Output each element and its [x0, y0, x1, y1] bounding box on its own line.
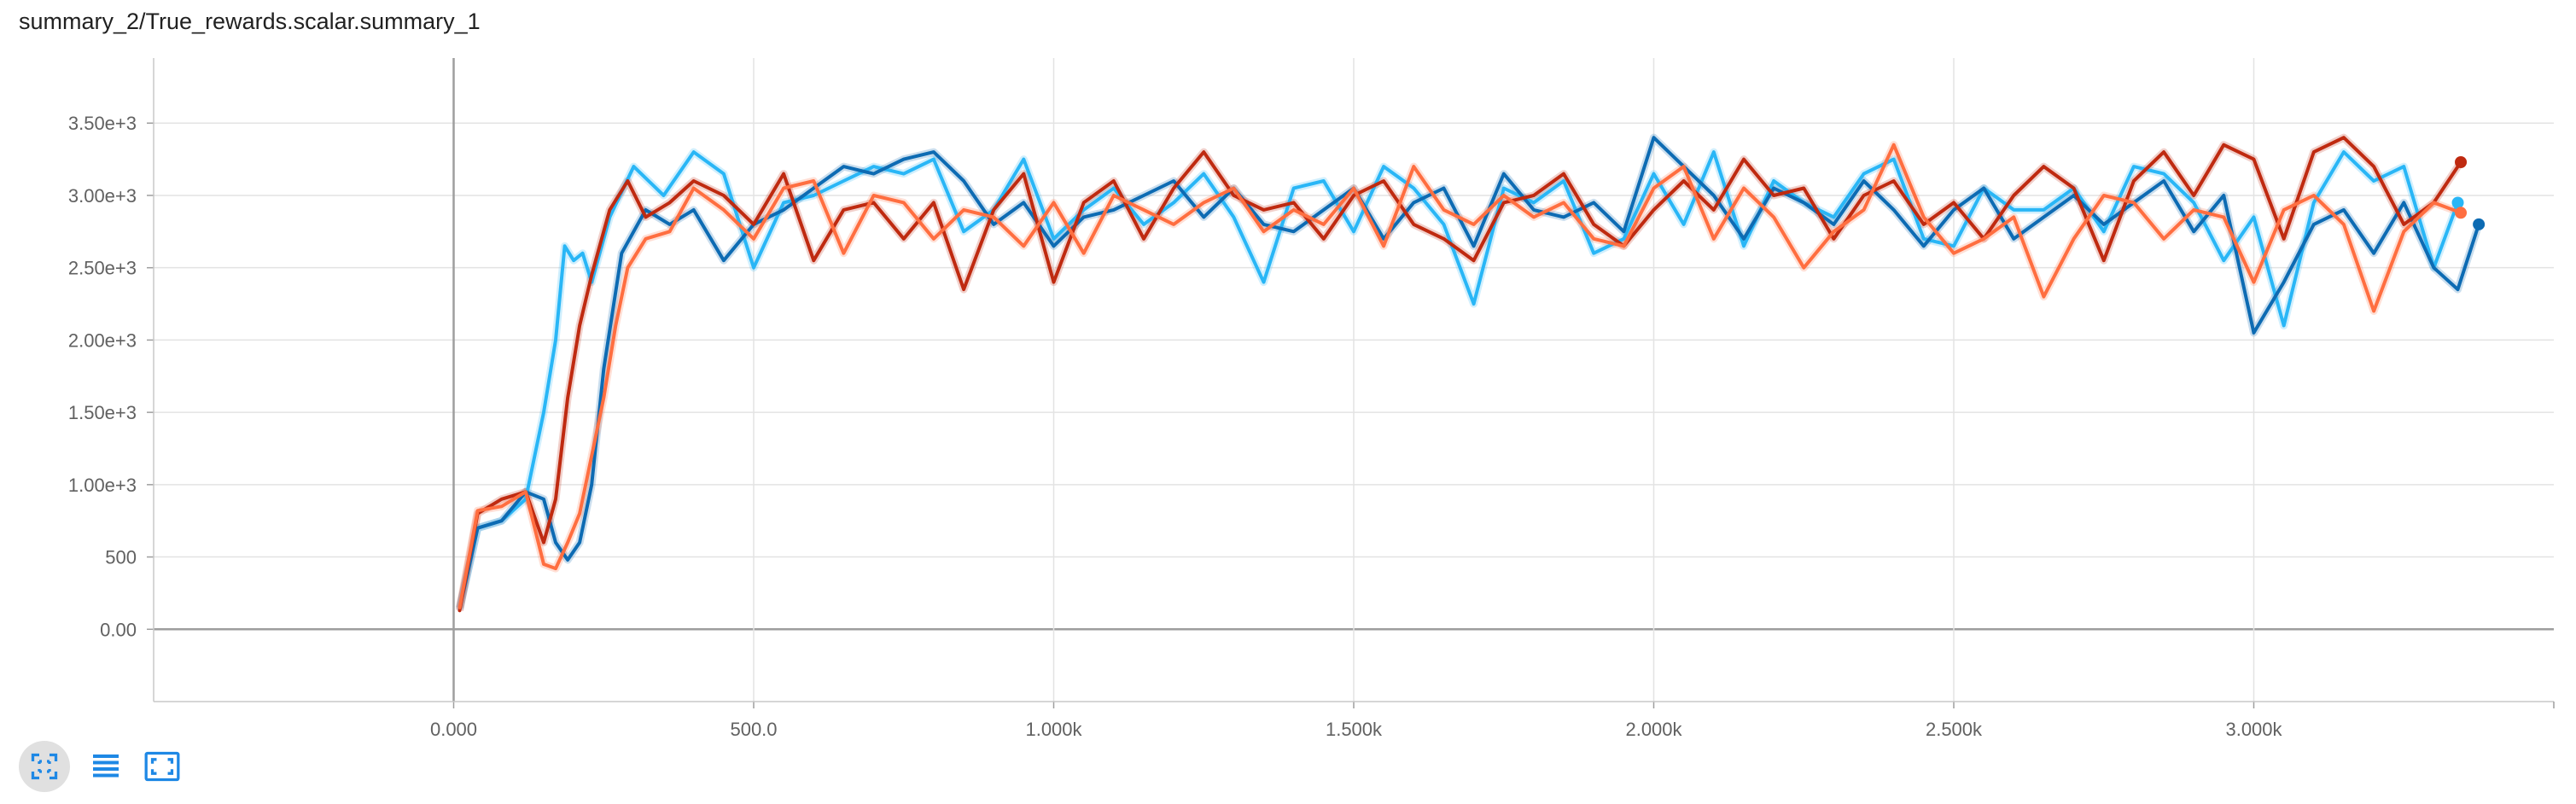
x-tick-label: 1.500k: [1326, 719, 1383, 740]
x-tick-label: 1.000k: [1025, 719, 1082, 740]
fit-domain-icon: [31, 753, 58, 780]
axis-layer: [147, 58, 2555, 708]
fit-domain-button[interactable]: [19, 741, 70, 792]
series-3-line: [458, 136, 2462, 613]
y-tick-label: 2.00e+3: [68, 329, 137, 351]
series-1-line: [458, 150, 2460, 609]
list-icon: [93, 754, 119, 778]
chart-toolbar: [19, 741, 183, 792]
series-2-endpoint: [2473, 218, 2486, 230]
x-tick-label: 500.0: [730, 719, 777, 740]
y-tick-label: 3.50e+3: [68, 113, 137, 134]
y-tick-label: 1.50e+3: [68, 402, 137, 423]
expand-icon: [144, 751, 180, 782]
x-tick-label: 3.000k: [2225, 719, 2282, 740]
x-tick-label: 2.000k: [1625, 719, 1682, 740]
expand-chart-button[interactable]: [142, 741, 183, 792]
y-tick-label: 3.00e+3: [68, 185, 137, 207]
smoothed-series-layer: [458, 136, 2481, 613]
y-tick-label: 2.50e+3: [68, 258, 137, 279]
toggle-list-button[interactable]: [85, 741, 126, 792]
tick-label-layer: 0.00 500 1.00e+3 1.50e+3 2.00e+3 2.50e+3 3.00e…: [68, 113, 2283, 740]
y-tick-label: 0.00: [100, 619, 137, 640]
endpoint-marker-layer: [2451, 155, 2486, 230]
series-4-line: [458, 143, 2462, 609]
series-4-endpoint: [2455, 207, 2468, 219]
grid-layer: [154, 58, 2554, 702]
series-3-endpoint: [2455, 155, 2468, 168]
y-tick-label: 500: [105, 547, 137, 568]
series-1-endpoint: [2451, 196, 2464, 209]
series-3-raw-band: [456, 133, 2464, 612]
y-tick-label: 1.00e+3: [68, 475, 137, 496]
x-tick-label: 0.000: [430, 719, 477, 740]
x-tick-label: 2.500k: [1926, 719, 1983, 740]
chart-title: summary_2/True_rewards.scalar.summary_1: [19, 9, 481, 34]
